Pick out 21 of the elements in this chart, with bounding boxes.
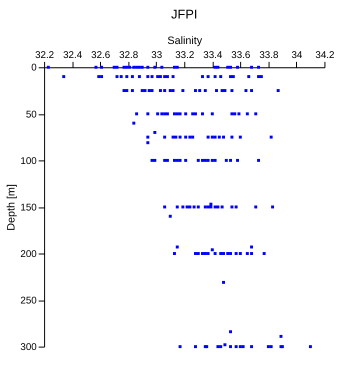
x-tick-label: 33.4 — [203, 50, 223, 61]
x-tick-label: 34.2 — [315, 50, 334, 61]
x-axis-title: Salinity — [167, 35, 203, 48]
y-tick-label: 150 — [20, 202, 38, 214]
x-tick-label: 33 — [151, 50, 163, 61]
x-tick-label: 32.2 — [35, 50, 54, 61]
y-tick-label: 0 — [31, 62, 38, 74]
y-tick-label: 50 — [26, 109, 38, 120]
y-tick-label: 200 — [20, 248, 38, 260]
y-axis-title: Depth [m] — [6, 184, 18, 231]
x-tick-label: 32.4 — [63, 50, 83, 61]
x-tick-label: 33.6 — [231, 50, 251, 61]
x-tick-label: 33.8 — [259, 50, 279, 61]
x-tick-label: 33.2 — [175, 50, 194, 61]
y-tick-label: 100 — [20, 156, 38, 167]
x-tick-label: 32.6 — [91, 50, 111, 61]
chart-title: JFPI — [171, 6, 198, 22]
y-tick-label: 250 — [20, 296, 38, 306]
x-tick-label: 32.8 — [119, 50, 139, 61]
y-tick-label: 300 — [20, 342, 38, 354]
x-tick-label: 34 — [291, 50, 303, 61]
